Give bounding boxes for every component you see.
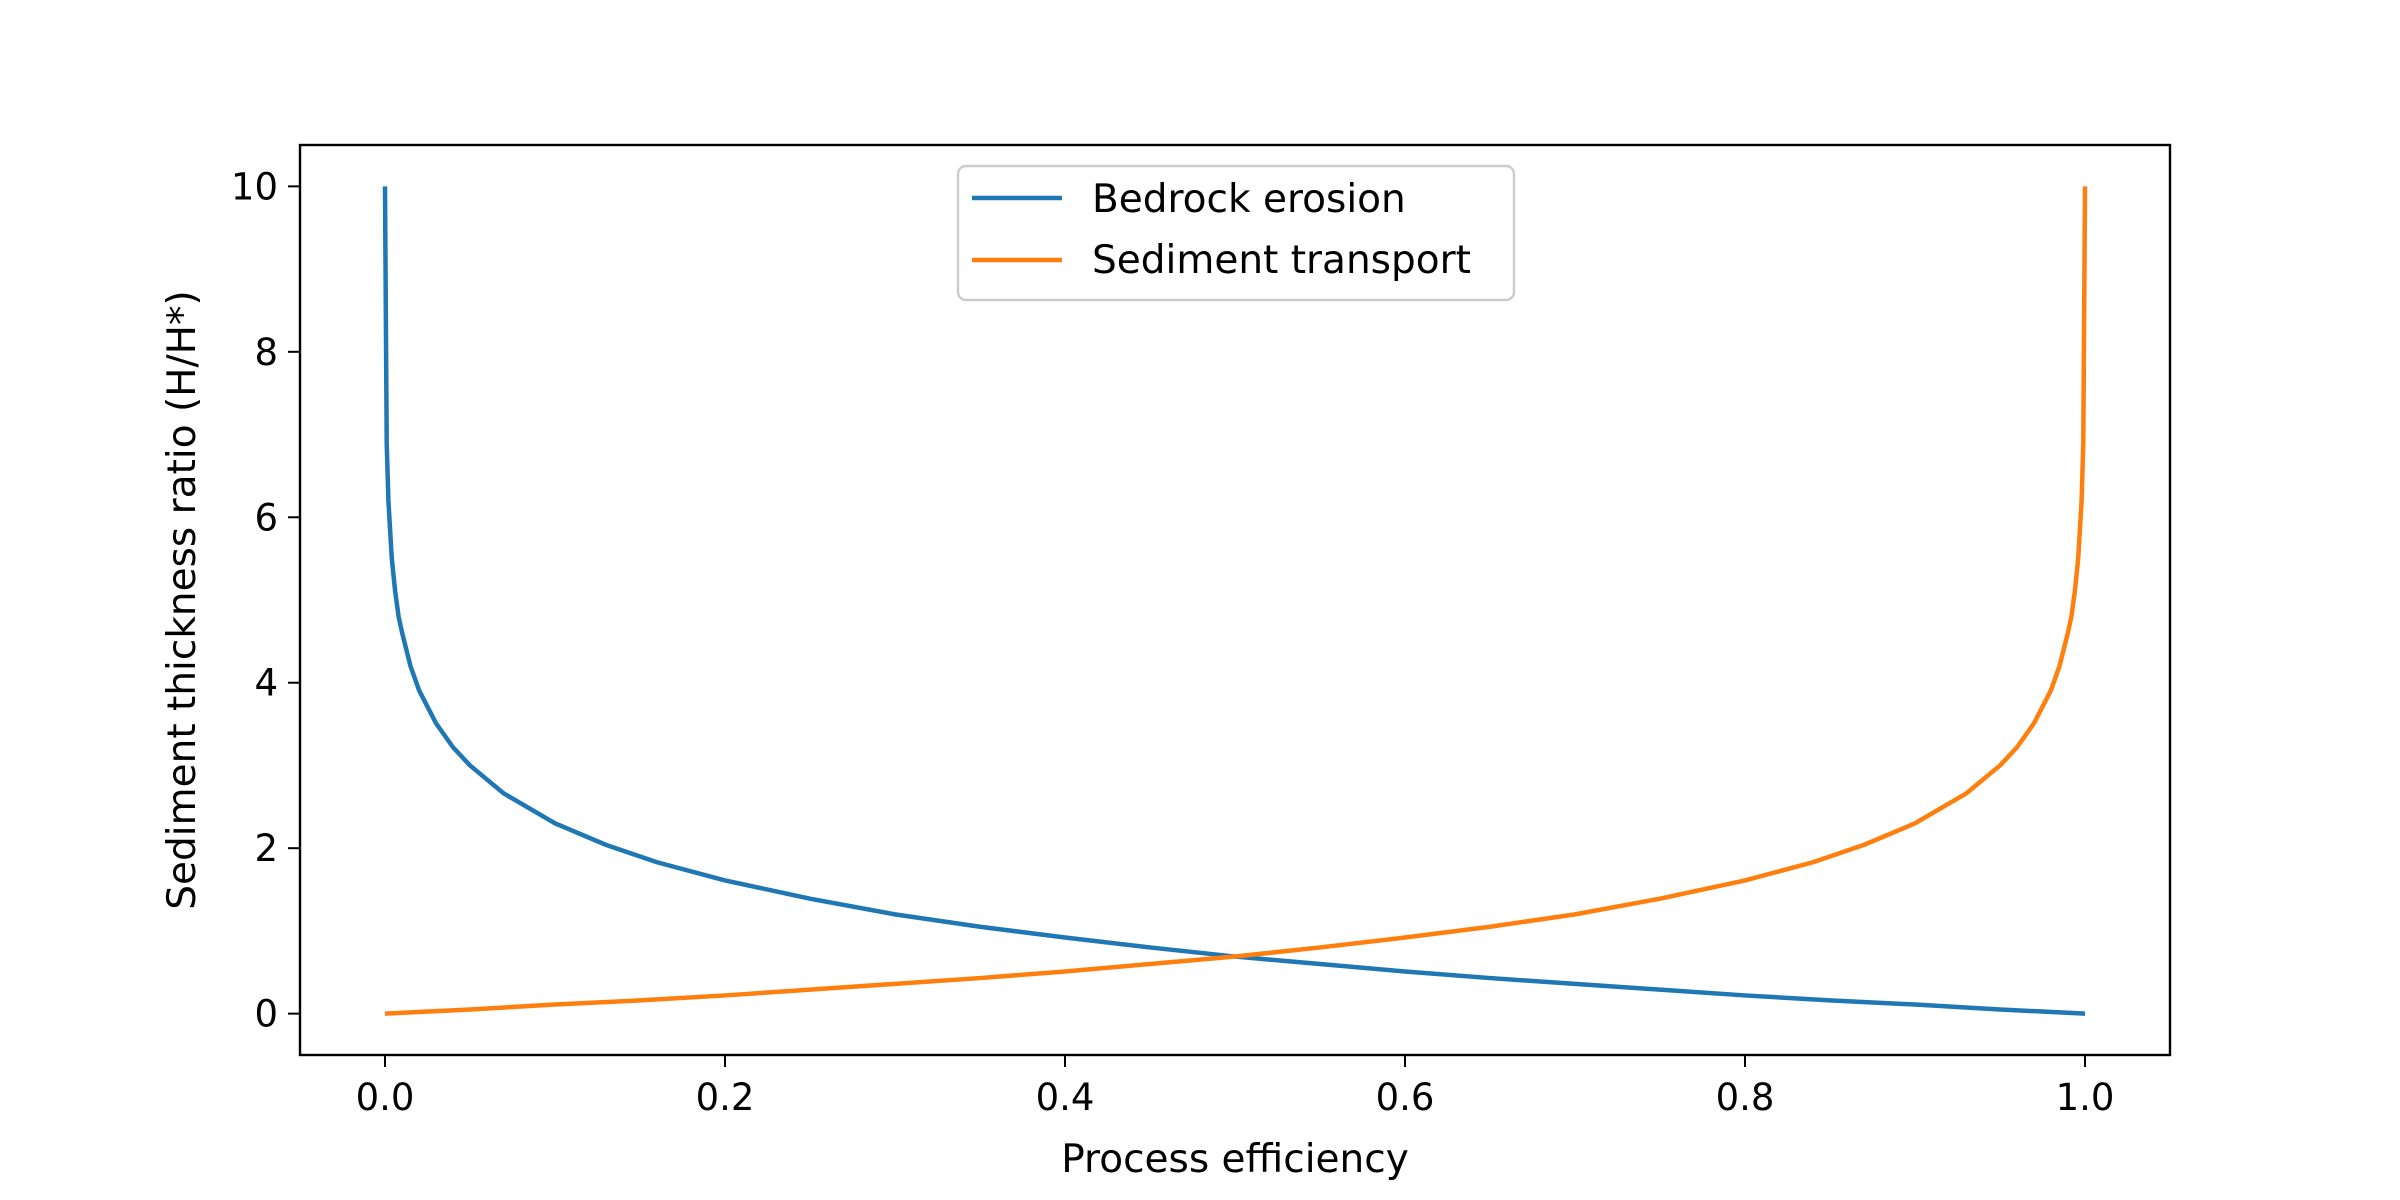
y-tick-label: 6 xyxy=(254,496,278,539)
y-tick-label: 10 xyxy=(231,165,278,208)
series-layer xyxy=(382,186,2088,1016)
x-tick-label: 0.4 xyxy=(1036,1076,1095,1119)
x-tick-label: 0.0 xyxy=(356,1076,415,1119)
x-tick-label: 0.2 xyxy=(696,1076,755,1119)
plot-frame xyxy=(298,143,2172,1057)
y-axis-label: Sediment thickness ratio (H/H*) xyxy=(160,290,205,909)
y-tick-label: 4 xyxy=(254,662,278,705)
legend-label-bedrock-erosion: Bedrock erosion xyxy=(1092,177,1406,222)
x-axis-label: Process efficiency xyxy=(1061,1137,1409,1182)
y-axis: 0 2 4 6 8 10 xyxy=(231,165,300,1036)
series-line-sediment-transport xyxy=(384,186,2088,1016)
x-tick-label: 0.8 xyxy=(1716,1076,1775,1119)
legend-label-sediment-transport: Sediment transport xyxy=(1092,238,1471,283)
series-line-bedrock-erosion xyxy=(382,186,2086,1016)
legend-box xyxy=(956,164,1516,302)
x-tick-label: 0.6 xyxy=(1376,1076,1435,1119)
x-tick-label: 1.0 xyxy=(2056,1076,2115,1119)
legend: Bedrock erosion Sediment transport xyxy=(956,164,1516,302)
y-tick-label: 0 xyxy=(254,993,278,1036)
y-tick-label: 8 xyxy=(254,331,278,374)
y-tick-label: 2 xyxy=(254,827,278,870)
x-axis: 0.0 0.2 0.4 0.6 0.8 1.0 xyxy=(356,1055,2115,1119)
